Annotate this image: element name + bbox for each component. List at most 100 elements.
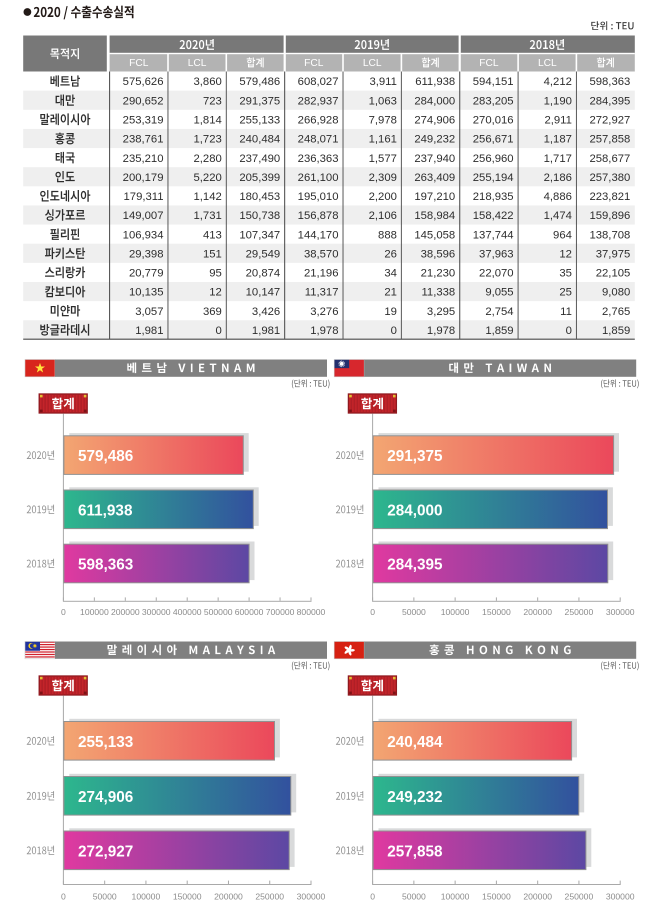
svg-text:180,453: 180,453 <box>239 191 280 203</box>
svg-text:700000: 700000 <box>266 607 295 617</box>
svg-text:413: 413 <box>203 229 222 241</box>
svg-text:238,761: 238,761 <box>123 134 164 146</box>
svg-text:0: 0 <box>61 891 66 901</box>
svg-text:1,981: 1,981 <box>135 325 163 337</box>
svg-text:3,860: 3,860 <box>194 76 222 88</box>
svg-text:255,133: 255,133 <box>78 734 133 751</box>
svg-text:10,135: 10,135 <box>129 287 164 299</box>
svg-text:50000: 50000 <box>402 607 426 617</box>
svg-text:95: 95 <box>209 268 222 280</box>
svg-text:500000: 500000 <box>204 607 233 617</box>
svg-text:2,200: 2,200 <box>369 191 397 203</box>
svg-text:1,859: 1,859 <box>602 325 630 337</box>
svg-text:274,906: 274,906 <box>414 114 455 126</box>
svg-text:256,671: 256,671 <box>473 134 514 146</box>
svg-text:258,677: 258,677 <box>589 153 630 165</box>
svg-text:1,577: 1,577 <box>369 153 397 165</box>
svg-text:1,978: 1,978 <box>310 325 338 337</box>
svg-text:159,896: 159,896 <box>589 210 630 222</box>
svg-text:1,474: 1,474 <box>544 210 572 222</box>
svg-text:3,057: 3,057 <box>135 306 163 318</box>
svg-text:1,717: 1,717 <box>544 153 572 165</box>
svg-text:38,570: 38,570 <box>304 248 339 260</box>
svg-text:223,821: 223,821 <box>589 191 630 203</box>
svg-text:FCL: FCL <box>129 58 149 69</box>
svg-text:888: 888 <box>378 229 397 241</box>
svg-text:205,399: 205,399 <box>239 172 280 184</box>
svg-text:200000: 200000 <box>523 607 552 617</box>
svg-text:261,100: 261,100 <box>298 172 339 184</box>
svg-text:249,232: 249,232 <box>387 789 442 806</box>
svg-text:0: 0 <box>391 325 397 337</box>
svg-text:0: 0 <box>370 891 375 901</box>
svg-text:1,981: 1,981 <box>252 325 280 337</box>
svg-text:608,027: 608,027 <box>298 76 339 88</box>
svg-text:50000: 50000 <box>402 891 426 901</box>
svg-text:150000: 150000 <box>173 891 202 901</box>
svg-text:249,232: 249,232 <box>414 134 455 146</box>
svg-text:34: 34 <box>384 268 397 280</box>
svg-text:LCL: LCL <box>363 58 382 69</box>
svg-text:2,309: 2,309 <box>369 172 397 184</box>
svg-text:5,220: 5,220 <box>194 172 222 184</box>
svg-text:2,280: 2,280 <box>194 153 222 165</box>
svg-text:284,000: 284,000 <box>414 95 455 107</box>
svg-text:19: 19 <box>384 306 397 318</box>
svg-text:3,295: 3,295 <box>427 306 455 318</box>
svg-text:284,395: 284,395 <box>589 95 630 107</box>
svg-text:12: 12 <box>209 287 222 299</box>
svg-text:197,210: 197,210 <box>414 191 455 203</box>
svg-text:4,886: 4,886 <box>544 191 572 203</box>
svg-text:158,422: 158,422 <box>473 210 514 222</box>
svg-text:1,814: 1,814 <box>194 114 222 126</box>
svg-text:291,375: 291,375 <box>387 448 443 465</box>
svg-text:156,878: 156,878 <box>298 210 339 222</box>
svg-text:800000: 800000 <box>297 607 326 617</box>
svg-text:240,484: 240,484 <box>239 134 280 146</box>
svg-text:369: 369 <box>203 306 222 318</box>
svg-text:2,106: 2,106 <box>369 210 397 222</box>
svg-text:20,874: 20,874 <box>246 268 281 280</box>
svg-text:1,859: 1,859 <box>485 325 513 337</box>
svg-text:300000: 300000 <box>142 607 171 617</box>
svg-text:4,212: 4,212 <box>544 76 572 88</box>
svg-text:50000: 50000 <box>93 891 117 901</box>
svg-text:26: 26 <box>384 248 397 260</box>
svg-text:257,380: 257,380 <box>589 172 630 184</box>
svg-text:1,187: 1,187 <box>544 134 572 146</box>
svg-text:151: 151 <box>203 248 222 260</box>
svg-text:21,196: 21,196 <box>304 268 339 280</box>
svg-text:236,363: 236,363 <box>298 153 339 165</box>
svg-text:256,960: 256,960 <box>473 153 514 165</box>
svg-text:248,071: 248,071 <box>298 134 339 146</box>
svg-text:149,007: 149,007 <box>123 210 164 222</box>
svg-text:106,934: 106,934 <box>123 229 164 241</box>
svg-text:0: 0 <box>370 607 375 617</box>
svg-text:35: 35 <box>559 268 572 280</box>
svg-text:282,937: 282,937 <box>298 95 339 107</box>
svg-text:300000: 300000 <box>606 891 635 901</box>
svg-text:3,276: 3,276 <box>310 306 338 318</box>
svg-text:107,347: 107,347 <box>239 229 280 241</box>
svg-text:579,486: 579,486 <box>239 76 280 88</box>
svg-text:598,363: 598,363 <box>78 557 133 574</box>
svg-text:150000: 150000 <box>482 891 511 901</box>
svg-text:FCL: FCL <box>479 58 499 69</box>
svg-text:7,978: 7,978 <box>369 114 397 126</box>
svg-text:200000: 200000 <box>523 891 552 901</box>
svg-text:284,395: 284,395 <box>387 557 443 574</box>
svg-text:250000: 250000 <box>565 607 594 617</box>
svg-text:257,858: 257,858 <box>589 134 630 146</box>
svg-text:20,779: 20,779 <box>129 268 164 280</box>
svg-text:0: 0 <box>61 607 66 617</box>
svg-text:263,409: 263,409 <box>414 172 455 184</box>
svg-text:10,147: 10,147 <box>246 287 281 299</box>
svg-text:179,311: 179,311 <box>124 191 164 203</box>
svg-text:150000: 150000 <box>482 607 511 617</box>
svg-text:LCL: LCL <box>188 58 207 69</box>
svg-text:1,731: 1,731 <box>194 210 222 222</box>
svg-text:11,317: 11,317 <box>305 287 339 299</box>
svg-text:235,210: 235,210 <box>123 153 164 165</box>
svg-text:3,426: 3,426 <box>252 306 280 318</box>
svg-text:9,080: 9,080 <box>602 287 630 299</box>
